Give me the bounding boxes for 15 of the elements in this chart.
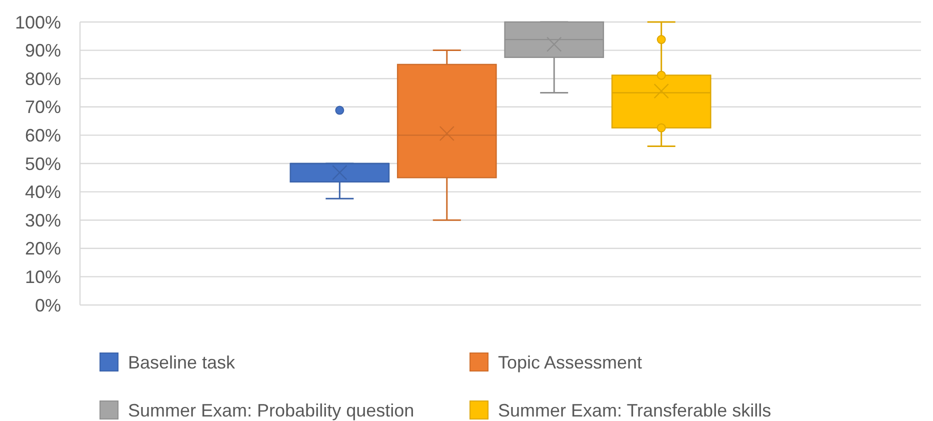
y-tick-label: 70% (24, 97, 61, 118)
legend-label: Baseline task (128, 352, 236, 372)
y-tick-label: 30% (24, 210, 61, 230)
y-tick-label: 0% (34, 295, 61, 316)
y-tick-label: 90% (24, 40, 61, 61)
y-tick-label: 40% (24, 182, 61, 202)
y-tick-label: 20% (24, 238, 61, 259)
y-tick-label: 60% (24, 126, 61, 146)
y-tick-label: 100% (14, 12, 61, 32)
legend-label: Summer Exam: Transferable skills (498, 400, 772, 420)
y-tick-label: 80% (24, 68, 61, 89)
legend-label: Summer Exam: Probability question (128, 400, 414, 420)
legend-label: Topic Assessment (498, 352, 642, 372)
y-tick-label: 50% (24, 154, 61, 174)
y-tick-label: 10% (24, 267, 61, 287)
